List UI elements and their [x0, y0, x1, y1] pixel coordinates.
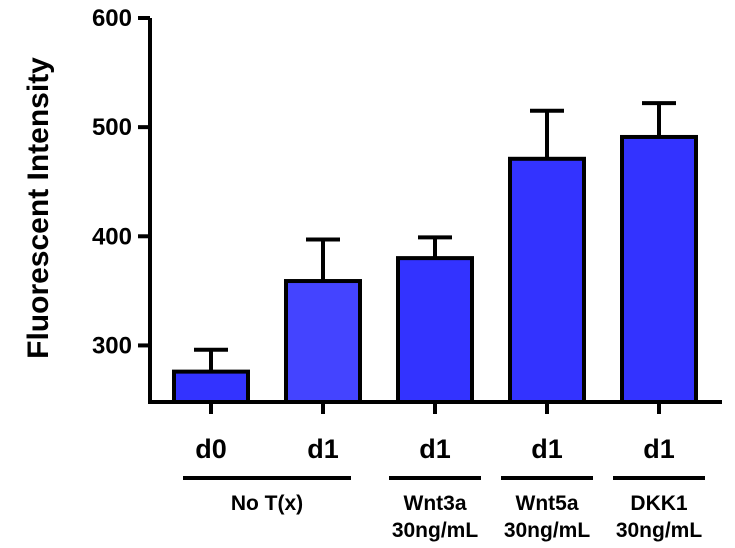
y-tick-label: 500	[92, 114, 132, 141]
bar	[620, 134, 698, 404]
x-tick-label: d1	[307, 434, 339, 464]
bar	[508, 156, 586, 404]
y-tick-label: 400	[92, 223, 132, 250]
x-tick-label: d1	[419, 434, 451, 464]
group-label: DKK1 30ng/mL	[616, 492, 703, 542]
y-tick-label: 300	[92, 332, 132, 359]
x-tick-label: d0	[195, 434, 227, 464]
group-label: No T(x)	[231, 492, 303, 515]
bar	[396, 256, 474, 404]
group-label: Wnt3a 30ng/mL	[392, 492, 479, 542]
x-tick-label: d1	[531, 434, 563, 464]
bar	[284, 279, 362, 404]
group-label: Wnt5a 30ng/mL	[504, 492, 591, 542]
bars	[172, 101, 698, 405]
group-labels: No T(x) Wnt3a 30ng/mL Wnt5a 30ng/mL DKK1 30ng/…	[183, 476, 705, 542]
bar	[172, 369, 250, 405]
y-axis: 300 400 500 600	[92, 5, 152, 402]
y-tick-label: 600	[92, 5, 132, 32]
x-axis: d0 d1 d1 d1 d1	[148, 400, 722, 464]
x-tick-label: d1	[643, 434, 675, 464]
y-axis-label: Fluorescent Intensity	[22, 57, 55, 359]
